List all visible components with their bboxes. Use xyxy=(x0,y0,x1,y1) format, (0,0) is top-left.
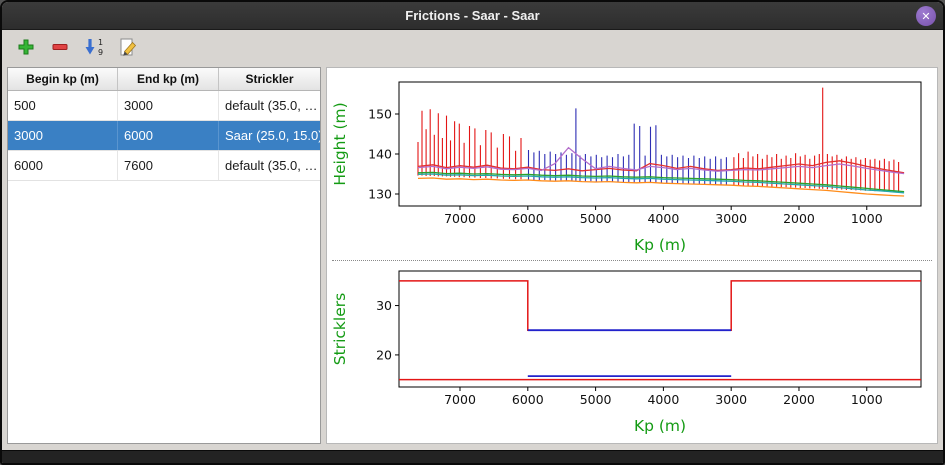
svg-text:6000: 6000 xyxy=(512,211,544,226)
svg-text:7000: 7000 xyxy=(444,392,476,407)
friction-row[interactable]: 500 3000 default (35.0, … xyxy=(8,91,320,121)
svg-text:6000: 6000 xyxy=(512,392,544,407)
titlebar[interactable]: Frictions - Saar - Saar ✕ xyxy=(2,2,943,30)
sort-nine-label: 9 xyxy=(98,48,103,57)
svg-text:30: 30 xyxy=(376,298,392,313)
svg-text:3000: 3000 xyxy=(715,392,747,407)
cell-begin-kp[interactable]: 6000 xyxy=(8,151,118,180)
table-header-strickler[interactable]: Strickler xyxy=(245,72,294,86)
charts-panel: 7000 6000 5000 4000 3000 2000 1000 130 140 150 Kp … xyxy=(326,67,938,444)
friction-row[interactable]: 3000 6000 Saar (25.0, 15.0) xyxy=(8,121,320,151)
cell-begin-kp[interactable]: 500 xyxy=(8,91,118,120)
svg-text:Height (m): Height (m) xyxy=(331,102,349,185)
remove-row-button[interactable] xyxy=(47,35,72,60)
toolbar: 1 9 xyxy=(2,30,943,64)
svg-text:Kp (m): Kp (m) xyxy=(634,236,686,254)
add-row-button[interactable] xyxy=(13,35,38,60)
sort-one-label: 1 xyxy=(98,38,103,47)
svg-text:150: 150 xyxy=(368,107,392,122)
svg-text:1000: 1000 xyxy=(851,211,883,226)
plus-icon xyxy=(18,39,33,55)
svg-text:2000: 2000 xyxy=(783,211,815,226)
window-title: Frictions - Saar - Saar xyxy=(405,8,540,23)
svg-text:20: 20 xyxy=(376,347,392,362)
frictions-table: Begin kp (m) End kp (m) Strickler 500 30… xyxy=(7,67,321,444)
svg-text:140: 140 xyxy=(368,147,392,162)
cell-end-kp[interactable]: 7600 xyxy=(118,151,219,180)
splitter-handle[interactable] xyxy=(332,260,932,261)
cell-end-kp[interactable]: 3000 xyxy=(118,91,219,120)
height-profile-chart: 7000 6000 5000 4000 3000 2000 1000 130 140 150 Kp … xyxy=(331,81,922,254)
close-icon: ✕ xyxy=(921,10,931,23)
window-bottom-edge xyxy=(2,450,943,463)
main-area: Begin kp (m) End kp (m) Strickler 500 30… xyxy=(2,64,943,450)
svg-text:4000: 4000 xyxy=(647,211,679,226)
svg-text:5000: 5000 xyxy=(580,392,612,407)
svg-text:1000: 1000 xyxy=(851,392,883,407)
svg-text:Stricklers: Stricklers xyxy=(331,293,349,365)
cell-strickler[interactable]: default (35.0, … xyxy=(225,158,318,173)
svg-text:130: 130 xyxy=(368,187,392,202)
edit-row-button[interactable] xyxy=(115,35,140,60)
cell-strickler[interactable]: default (35.0, … xyxy=(225,98,318,113)
friction-row[interactable]: 6000 7600 default (35.0, … xyxy=(8,151,320,181)
table-empty-area xyxy=(8,181,320,443)
stricklers-chart: 7000 6000 5000 4000 3000 2000 1000 20 30 Kp (m) St… xyxy=(331,270,922,435)
cell-begin-kp[interactable]: 3000 xyxy=(8,121,118,150)
close-button[interactable]: ✕ xyxy=(916,6,936,26)
sort-rows-button[interactable]: 1 9 xyxy=(81,35,106,60)
svg-text:3000: 3000 xyxy=(715,211,747,226)
svg-text:4000: 4000 xyxy=(647,392,679,407)
svg-text:Kp (m): Kp (m) xyxy=(634,417,686,435)
svg-text:5000: 5000 xyxy=(580,211,612,226)
minus-icon xyxy=(52,44,67,50)
svg-text:2000: 2000 xyxy=(783,392,815,407)
sort-numeric-icon: 1 9 xyxy=(85,38,103,57)
edit-pencil-icon xyxy=(120,38,136,56)
table-header-begin-kp[interactable]: Begin kp (m) xyxy=(8,68,118,90)
svg-text:7000: 7000 xyxy=(444,211,476,226)
cell-end-kp[interactable]: 6000 xyxy=(118,121,219,150)
table-header-end-kp[interactable]: End kp (m) xyxy=(118,68,219,90)
table-header-row: Begin kp (m) End kp (m) Strickler xyxy=(8,68,320,91)
cell-strickler[interactable]: Saar (25.0, 15.0) xyxy=(225,128,320,143)
